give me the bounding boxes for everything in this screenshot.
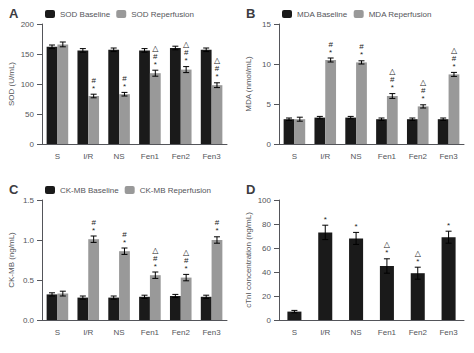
svg-text:CK-MB Baseline: CK-MB Baseline	[60, 186, 119, 195]
svg-text:Fen2: Fen2	[409, 328, 428, 337]
svg-text:*: *	[92, 84, 95, 93]
svg-text:NS: NS	[114, 328, 125, 337]
svg-text:Fen2: Fen2	[172, 152, 191, 161]
svg-text:5: 5	[267, 100, 272, 109]
svg-text:60: 60	[262, 244, 271, 253]
svg-text:80: 80	[262, 220, 271, 229]
svg-text:*: *	[329, 48, 332, 57]
svg-text:Fen1: Fen1	[378, 152, 397, 161]
svg-text:15: 15	[262, 20, 271, 29]
svg-text:*: *	[385, 248, 388, 257]
svg-text:*: *	[324, 215, 327, 224]
svg-text:*: *	[215, 72, 218, 81]
svg-text:I/R: I/R	[83, 152, 93, 161]
svg-text:Fen3: Fen3	[439, 152, 458, 161]
svg-text:50: 50	[25, 110, 34, 119]
svg-text:MDA Reperfusion: MDA Reperfusion	[369, 10, 432, 19]
svg-text:*: *	[154, 60, 157, 69]
svg-text:150: 150	[21, 50, 35, 59]
svg-text:*: *	[422, 94, 425, 103]
svg-text:S: S	[55, 328, 60, 337]
svg-text:*: *	[185, 56, 188, 65]
svg-text:10: 10	[262, 60, 271, 69]
svg-text:100: 100	[21, 80, 35, 89]
svg-text:*: *	[416, 257, 419, 266]
svg-text:S: S	[292, 152, 297, 161]
svg-text:*: *	[391, 83, 394, 92]
svg-text:0.5: 0.5	[23, 276, 35, 285]
svg-text:0: 0	[30, 140, 35, 149]
svg-text:NS: NS	[351, 152, 362, 161]
svg-text:Fen3: Fen3	[202, 152, 221, 161]
svg-text:0.0: 0.0	[23, 316, 35, 325]
svg-text:*: *	[185, 264, 188, 273]
svg-text:Fen1: Fen1	[378, 328, 397, 337]
svg-text:100: 100	[258, 196, 272, 205]
svg-text:*: *	[215, 226, 218, 235]
svg-text:*: *	[452, 62, 455, 71]
svg-text:1.5: 1.5	[23, 196, 35, 205]
svg-text:*: *	[123, 82, 126, 91]
svg-text:*: *	[154, 262, 157, 271]
svg-text:0: 0	[267, 316, 272, 325]
svg-text:0: 0	[267, 140, 272, 149]
svg-text:20: 20	[262, 292, 271, 301]
svg-text:Fen3: Fen3	[202, 328, 221, 337]
svg-text:A: A	[9, 6, 19, 21]
svg-text:CK-MB Reperfusion: CK-MB Reperfusion	[140, 186, 211, 195]
svg-text:C: C	[9, 182, 19, 197]
svg-text:S: S	[55, 152, 60, 161]
svg-text:Fen2: Fen2	[172, 328, 191, 337]
svg-text:SOD Baseline: SOD Baseline	[60, 10, 111, 19]
svg-text:Fen2: Fen2	[409, 152, 428, 161]
svg-text:D: D	[246, 182, 255, 197]
svg-text:B: B	[246, 6, 255, 21]
svg-text:*: *	[123, 238, 126, 247]
svg-text:CK-MB (ng/mL): CK-MB (ng/mL)	[7, 232, 16, 288]
svg-text:*: *	[447, 221, 450, 230]
svg-text:NS: NS	[114, 152, 125, 161]
svg-text:1.0: 1.0	[23, 236, 35, 245]
svg-text:SOD Reperfusion: SOD Reperfusion	[131, 10, 194, 19]
svg-text:NS: NS	[351, 328, 362, 337]
svg-text:Fen1: Fen1	[141, 152, 160, 161]
svg-text:SOD (U/mL): SOD (U/mL)	[7, 62, 16, 106]
svg-text:MDA Baseline: MDA Baseline	[297, 10, 348, 19]
svg-text:MDA (nmol/mL): MDA (nmol/mL)	[244, 56, 253, 112]
svg-text:I/R: I/R	[320, 328, 330, 337]
svg-text:*: *	[355, 222, 358, 231]
svg-text:*: *	[360, 50, 363, 59]
svg-text:*: *	[92, 226, 95, 235]
svg-text:cTnI concentration (ng/mL): cTnI concentration (ng/mL)	[244, 212, 253, 308]
svg-text:S: S	[292, 328, 297, 337]
svg-text:I/R: I/R	[83, 328, 93, 337]
svg-text:I/R: I/R	[320, 152, 330, 161]
svg-text:Fen1: Fen1	[141, 328, 160, 337]
svg-text:40: 40	[262, 268, 271, 277]
svg-text:200: 200	[21, 20, 35, 29]
svg-text:Fen3: Fen3	[439, 328, 458, 337]
